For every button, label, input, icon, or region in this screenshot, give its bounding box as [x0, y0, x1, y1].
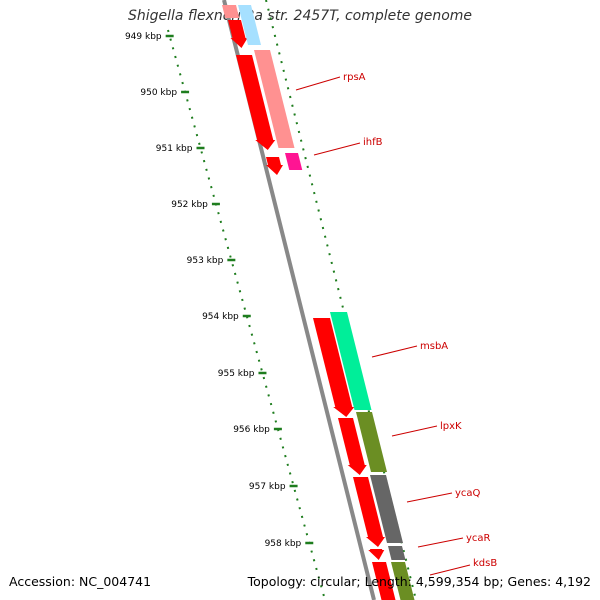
ruler-ticks: 949 kbp 950 kbp 951 kbp 952 kbp 953 kbp 954 k… [125, 32, 314, 549]
gene-label-kdsB: kdsB [473, 558, 497, 569]
ruler-tick-label: 954 kbp [202, 312, 239, 322]
gene-label-msbA: msbA [420, 341, 448, 352]
ruler-tick-label: 953 kbp [187, 256, 224, 266]
gene-label-leader [406, 492, 453, 503]
gene-label-leader [313, 142, 361, 156]
gene-label-leader [391, 425, 438, 437]
forward-gene-arrow [236, 55, 276, 150]
ruler-tick-label: 955 kbp [218, 369, 255, 379]
ruler-tick-label: 952 kbp [171, 200, 208, 210]
gene-label-leader [417, 537, 464, 548]
gene-label-lpxK: lpxK [440, 421, 462, 432]
ruler-tick-label: 958 kbp [265, 539, 302, 549]
forward-gene-arrow [353, 477, 385, 547]
gene-label-ihfB: ihfB [363, 137, 383, 148]
forward-gene-bar [372, 562, 396, 600]
gene-label-leader [429, 564, 471, 576]
forward-gene-arrow [368, 549, 385, 560]
gene-label-leader [295, 76, 341, 91]
forward-gene-arrow [266, 157, 283, 175]
forward-gene-arrow [313, 318, 355, 417]
genome-summary-text: Topology: circular; Length: 4,599,354 bp… [247, 574, 591, 589]
cog-color-bar [285, 153, 303, 170]
gene-label-ycaQ: ycaQ [455, 488, 481, 499]
map-title: Shigella flexneri 2a str. 2457T, complet… [127, 8, 473, 24]
forward-gene-arrow [228, 20, 248, 48]
gene-label-ycaR: ycaR [466, 533, 491, 544]
ruler-tick-label: 951 kbp [156, 144, 193, 154]
cog-color-bar [330, 312, 372, 410]
ruler-tick-label: 956 kbp [233, 425, 270, 435]
forward-gene-arrow [338, 418, 367, 475]
gene-labels: rpsA ihfB msbA lpxK ycaQ ycaR kdsB [295, 72, 497, 576]
gene-features [222, 5, 415, 600]
cog-color-bar [222, 5, 240, 18]
cog-color-bar [391, 562, 415, 600]
cog-color-bar [238, 5, 261, 45]
ruler-tick-label: 949 kbp [125, 32, 162, 42]
gene-label-leader [371, 345, 418, 358]
ruler-tick-label: 950 kbp [140, 88, 177, 98]
cog-color-bar [254, 50, 295, 148]
accession-text: Accession: NC_004741 [9, 574, 152, 589]
gene-label-rpsA: rpsA [343, 72, 366, 83]
cog-color-bar [356, 412, 387, 472]
cog-color-bar [370, 475, 403, 543]
ruler-tick-label: 957 kbp [249, 482, 286, 492]
cog-color-bar [388, 546, 406, 560]
